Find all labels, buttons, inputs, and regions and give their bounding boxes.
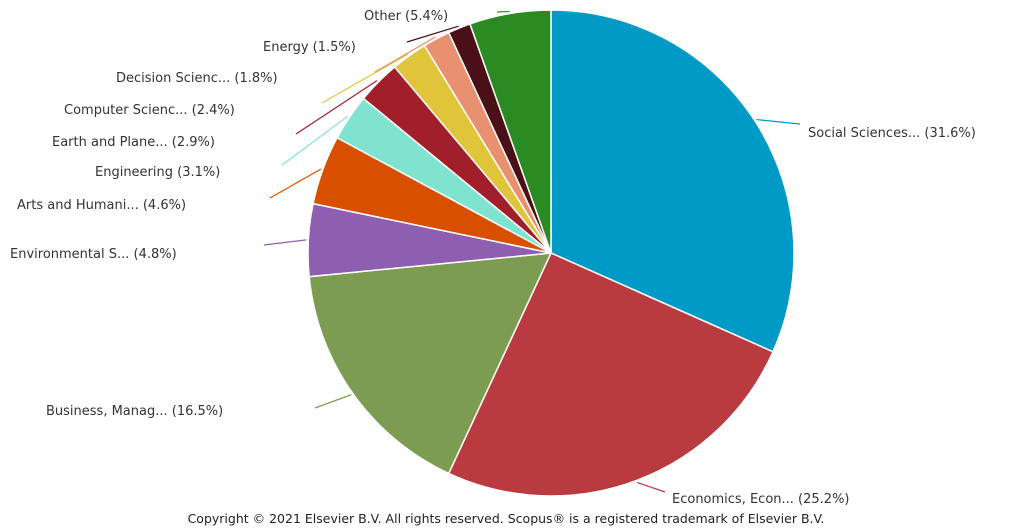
slice-label: Economics, Econ... (25.2%) <box>672 492 850 507</box>
copyright-text: Copyright © 2021 Elsevier B.V. All right… <box>188 511 825 526</box>
slice-label: Earth and Plane... (2.9%) <box>52 135 215 150</box>
leader-line <box>295 80 378 135</box>
slice-label: Engineering (3.1%) <box>95 165 220 180</box>
leader-line <box>263 239 307 246</box>
slice-label: Social Sciences... (31.6%) <box>808 126 976 141</box>
slice-label: Computer Scienc... (2.4%) <box>64 103 235 118</box>
slice-label: Arts and Humani... (4.6%) <box>17 198 186 213</box>
slice-label: Other (5.4%) <box>364 9 448 24</box>
slice-labels: Social Sciences... (31.6%) Economics, Eco… <box>10 9 976 507</box>
leader-line <box>756 118 801 125</box>
pie-slice <box>447 252 775 497</box>
leader-line <box>374 36 436 73</box>
leader-line <box>314 394 352 409</box>
leader-line <box>636 481 666 493</box>
slice-label: Energy (1.5%) <box>263 40 356 55</box>
slice-label: Business, Manag... (16.5%) <box>46 404 223 419</box>
pie-slice <box>308 252 553 475</box>
slice-label: Decision Scienc... (1.8%) <box>116 71 278 86</box>
leader-line <box>269 168 322 199</box>
slice-label: Environmental S... (4.8%) <box>10 247 177 262</box>
leader-line <box>321 53 409 104</box>
leader-line <box>406 25 459 43</box>
slices-layer <box>307 9 795 497</box>
leader-line <box>281 115 349 166</box>
pie-slice <box>469 9 552 254</box>
pie-slice <box>550 9 795 353</box>
leader-lines <box>263 10 801 493</box>
